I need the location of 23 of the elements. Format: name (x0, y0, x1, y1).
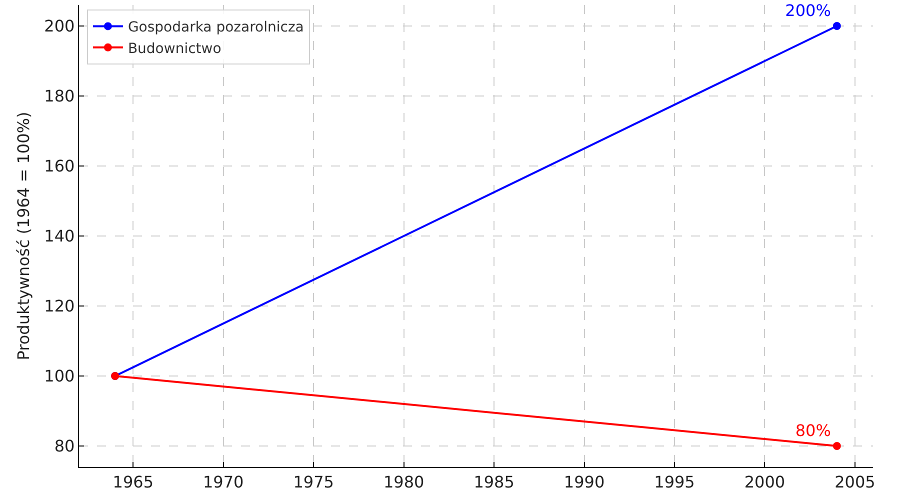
x-tick-label: 1985 (474, 472, 514, 492)
x-tick-label: 1975 (293, 472, 334, 492)
legend-label: Gospodarka pozarolnicza (128, 20, 304, 36)
x-tick-label: 1970 (203, 472, 244, 492)
y-tick-label: 160 (44, 156, 75, 176)
y-tick-label: 120 (44, 296, 75, 316)
y-tick-label: 180 (44, 86, 75, 106)
x-tick-label: 1990 (564, 472, 605, 492)
x-tick-label: 1965 (112, 472, 154, 492)
data-label: 200% (785, 1, 831, 20)
legend-label: Budownictwo (128, 40, 222, 57)
y-tick-label: 80 (54, 436, 75, 456)
x-tick-label: 1980 (383, 472, 424, 492)
x-tick-label: 2000 (744, 472, 786, 492)
data-label: 80% (795, 421, 831, 440)
point (832, 442, 841, 450)
point (832, 22, 841, 30)
y-axis-title: Produktywność (1964 = 100%) (14, 112, 34, 360)
x-tick-label: 2005 (834, 472, 876, 492)
y-tick-label: 200 (44, 16, 75, 36)
y-tick-label: 140 (44, 226, 75, 246)
y-tick-label: 100 (44, 366, 75, 386)
x-tick-label: 1995 (654, 472, 695, 492)
